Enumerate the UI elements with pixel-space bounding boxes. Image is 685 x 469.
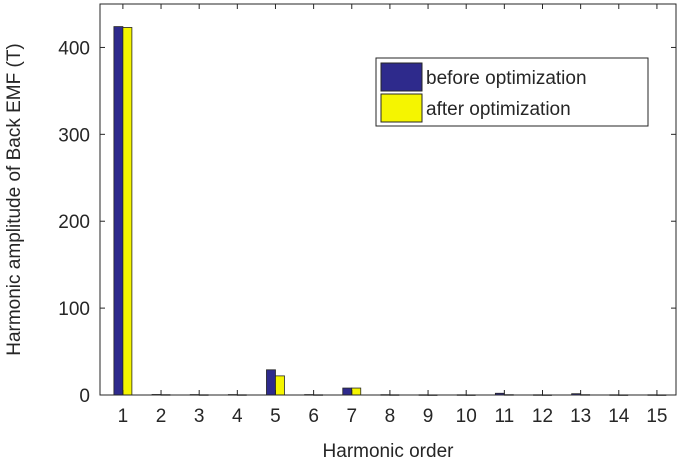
y-tick-label-200: 200 (58, 212, 90, 233)
x-tick-label-3: 3 (194, 406, 205, 427)
legend-label-after: after optimization (426, 99, 571, 120)
y-tick-label-400: 400 (58, 38, 90, 59)
bar-before-1 (113, 26, 124, 396)
x-tick-label-6: 6 (308, 406, 319, 427)
x-tick-label-1: 1 (118, 406, 129, 427)
y-tick-label-100: 100 (58, 299, 90, 320)
bar-after-5 (275, 375, 285, 396)
x-tick-label-15: 15 (646, 406, 667, 427)
legend: before optimization after optimization (375, 57, 649, 127)
x-tick-label-8: 8 (385, 406, 396, 427)
bar-after-1 (122, 27, 133, 396)
bar-after-7 (351, 387, 362, 396)
x-tick-label-5: 5 (270, 406, 281, 427)
x-tick-label-9: 9 (423, 406, 434, 427)
x-tick-label-4: 4 (232, 406, 243, 427)
x-tick-label-10: 10 (456, 406, 477, 427)
legend-swatch-after (380, 93, 423, 123)
axes-box (99, 3, 677, 396)
x-tick-label-7: 7 (346, 406, 357, 427)
y-axis-title: Harmonic amplitude of Back EMF (T) (4, 43, 25, 356)
x-tick-label-12: 12 (532, 406, 553, 427)
legend-swatch-before (380, 62, 423, 92)
x-tick-label-11: 11 (494, 406, 514, 427)
x-tick-label-14: 14 (608, 406, 630, 427)
y-tick-label-300: 300 (58, 125, 90, 146)
bar-before-5 (266, 369, 276, 396)
legend-label-before: before optimization (426, 68, 587, 89)
y-tick-label-0: 0 (79, 386, 90, 407)
x-axis-title: Harmonic order (323, 441, 455, 462)
x-tick-label-13: 13 (570, 406, 591, 427)
x-tick-label-2: 2 (156, 406, 167, 427)
bar-before-7 (342, 387, 353, 396)
